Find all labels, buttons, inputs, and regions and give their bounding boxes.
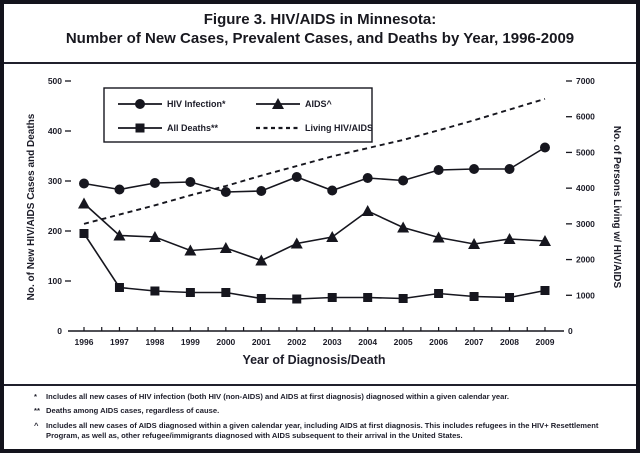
svg-text:5000: 5000 [576,147,595,157]
legend: HIV Infection* AIDS^ All Deaths** Living HI… [103,87,373,143]
figure-title-line1: Figure 3. HIV/AIDS in Minnesota: [203,11,437,28]
svg-text:0: 0 [57,326,62,336]
svg-text:1999: 1999 [181,337,200,347]
title-divider [4,62,636,64]
footnote-text: Includes all new cases of AIDS diagnosed… [46,420,599,440]
svg-text:AIDS^: AIDS^ [305,99,333,109]
svg-text:1998: 1998 [145,337,164,347]
svg-text:0: 0 [568,326,573,336]
x-axis: 1996 1997 1998 1999 2000 2001 2002 2003 2004 2005… [68,327,564,367]
legend-item-4: Living HIV/AIDS [256,123,373,133]
svg-text:3000: 3000 [576,219,595,229]
legend-item-2: AIDS^ [256,98,333,109]
svg-text:2004: 2004 [358,337,377,347]
footnote-item: * Includes all new cases of HIV infectio… [34,392,620,402]
series-all-deaths [79,229,550,304]
svg-text:400: 400 [48,126,62,136]
series-living-hiv-aids [83,97,546,225]
footnote-marker: ** [34,406,40,416]
left-axis: 0 100 200 300 400 500 No. of New HIV/AIDS Case… [26,76,71,336]
figure-title-line2: Number of New Cases, Prevalent Cases, an… [65,30,575,47]
legend-item-1: HIV Infection* [118,99,226,109]
right-axis: 0 1000 2000 3000 4000 5000 6000 7000 No. of Pers… [566,76,622,336]
x-axis-title: Year of Diagnosis/Death [242,353,385,367]
footnotes: * Includes all new cases of HIV infectio… [34,392,620,445]
svg-text:300: 300 [48,176,62,186]
svg-text:2008: 2008 [500,337,519,347]
footnote-marker: * [34,392,37,401]
svg-text:HIV Infection*: HIV Infection* [167,99,226,109]
svg-text:2002: 2002 [287,337,306,347]
svg-text:2009: 2009 [536,337,555,347]
svg-text:Living HIV/AIDS: Living HIV/AIDS [305,123,373,133]
footnote-text: Includes all new cases of HIV infection … [46,392,510,401]
legend-item-3: All Deaths** [118,123,219,133]
series-hiv-infection [79,142,550,197]
svg-text:2006: 2006 [429,337,448,347]
svg-text:1000: 1000 [576,290,595,300]
svg-text:500: 500 [48,76,62,86]
footnote-item: ** Deaths among AIDS cases, regardless o… [34,406,620,416]
series-aids [78,197,551,266]
right-axis-title: No. of Persons Living w/ HIV/AIDS [611,126,622,289]
hiv-aids-line-chart: 1996 1997 1998 1999 2000 2001 2002 2003 2004 2005… [26,76,622,367]
footnote-item: ^ Includes all new cases of AIDS diagnos… [34,421,620,442]
svg-text:4000: 4000 [576,183,595,193]
svg-text:All Deaths**: All Deaths** [167,123,219,133]
svg-text:2000: 2000 [216,337,235,347]
svg-text:100: 100 [48,276,62,286]
footnote-divider [4,384,636,386]
svg-text:7000: 7000 [576,76,595,86]
svg-text:2003: 2003 [323,337,342,347]
footnote-marker: ^ [34,420,39,430]
svg-text:1997: 1997 [110,337,129,347]
svg-text:2005: 2005 [394,337,413,347]
svg-text:1996: 1996 [75,337,94,347]
svg-text:2007: 2007 [465,337,484,347]
svg-text:6000: 6000 [576,112,595,122]
svg-text:200: 200 [48,226,62,236]
footnote-text: Deaths among AIDS cases, regardless of c… [46,406,220,416]
svg-text:2001: 2001 [252,337,271,347]
svg-text:2000: 2000 [576,255,595,265]
left-axis-title: No. of New HIV/AIDS Cases and Deaths [26,113,37,300]
figure-title: Figure 3. HIV/AIDS in Minnesota: Number … [4,10,636,49]
